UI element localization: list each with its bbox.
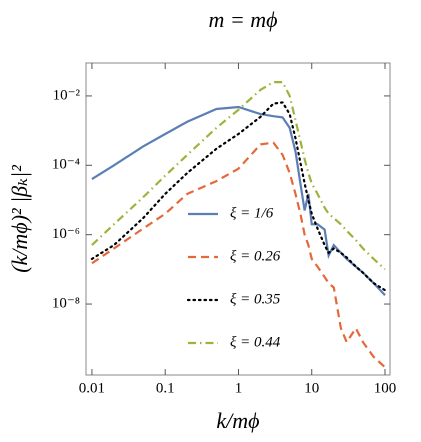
x-tick-label: 1: [235, 380, 243, 396]
x-axis-label: k/mϕ: [216, 408, 259, 433]
x-tick-label: 10: [304, 380, 319, 396]
legend-label: ξ = 0.44: [230, 334, 281, 350]
y-tick-label: 10⁻⁶: [52, 226, 80, 242]
x-tick-label: 0.1: [156, 380, 175, 396]
series-line: [91, 81, 386, 271]
legend-label: ξ = 1/6: [230, 205, 274, 221]
series-line: [91, 141, 386, 369]
legend-label: ξ = 0.35: [230, 291, 281, 307]
chart-title: m = mϕ: [208, 7, 277, 32]
series-line: [90, 101, 387, 292]
x-tick-label: 100: [374, 380, 397, 396]
y-tick-label: 10⁻²: [53, 87, 81, 103]
y-axis-label: (k/mϕ)² |βₖ|²: [7, 165, 32, 273]
legend-label: ξ = 0.26: [230, 248, 281, 264]
y-tick-label: 10⁻⁸: [52, 295, 80, 311]
x-tick-label: 0.01: [79, 380, 105, 396]
y-tick-label: 10⁻⁴: [52, 157, 80, 173]
